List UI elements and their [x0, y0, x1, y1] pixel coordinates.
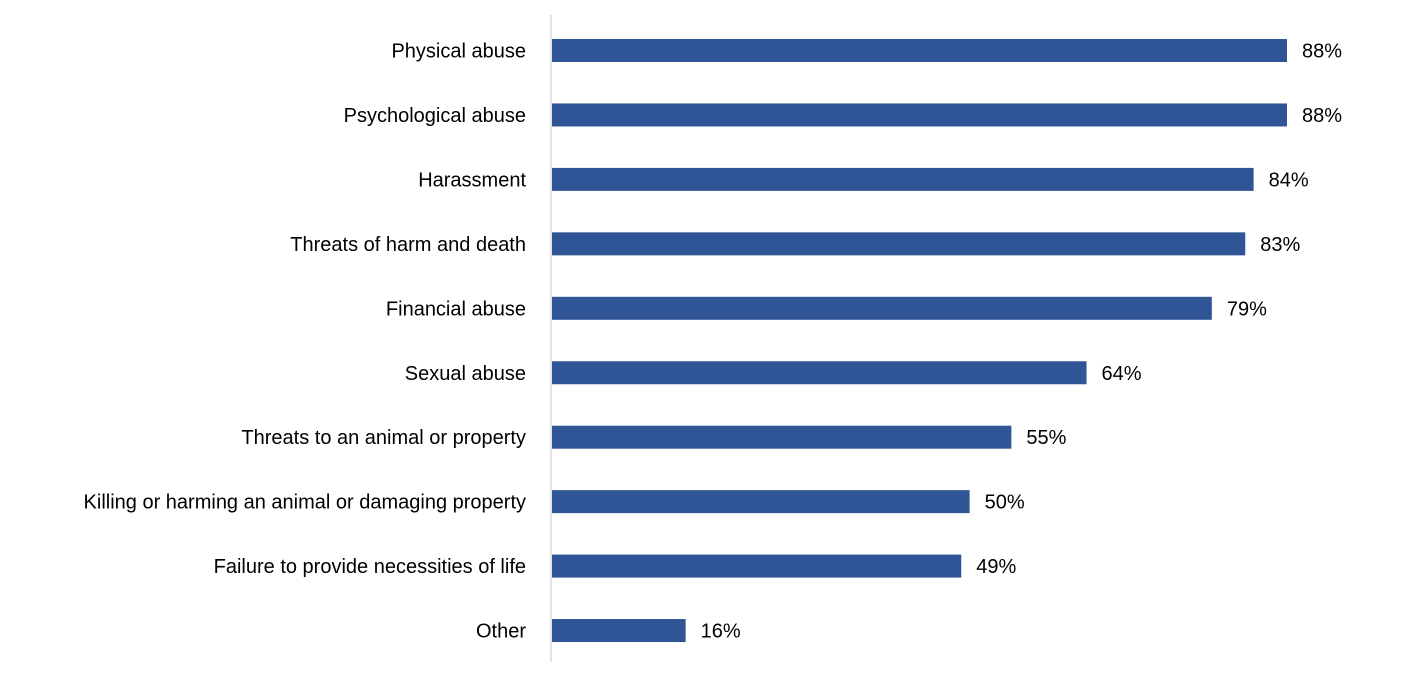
category-label: Sexual abuse: [405, 363, 526, 385]
data-label: 79%: [1227, 298, 1267, 320]
bar: [552, 361, 1087, 385]
data-label: 88%: [1302, 105, 1342, 127]
data-label: 49%: [976, 556, 1016, 578]
category-label: Harassment: [418, 169, 526, 191]
category-label: Killing or harming an animal or damaging…: [84, 492, 526, 514]
data-label: 16%: [701, 621, 741, 643]
category-label: Psychological abuse: [344, 105, 526, 127]
data-label: 83%: [1260, 234, 1300, 256]
data-label: 55%: [1026, 427, 1066, 449]
bar: [552, 425, 1012, 449]
bar: [552, 296, 1212, 320]
data-label: 84%: [1269, 169, 1309, 191]
category-label: Other: [476, 621, 526, 643]
bar: [552, 619, 686, 643]
data-label: 88%: [1302, 41, 1342, 63]
category-label: Failure to provide necessities of life: [214, 556, 526, 578]
bar: [552, 167, 1254, 191]
bar: [552, 232, 1246, 256]
bar: [552, 103, 1287, 127]
category-label: Threats to an animal or property: [241, 427, 526, 449]
data-label: 50%: [985, 492, 1025, 514]
category-label: Threats of harm and death: [290, 234, 526, 256]
bar: [552, 39, 1287, 62]
data-label: 64%: [1102, 363, 1142, 385]
bar: [552, 490, 970, 514]
category-label: Physical abuse: [391, 41, 526, 63]
category-label: Financial abuse: [386, 298, 526, 320]
bar: [552, 554, 962, 578]
